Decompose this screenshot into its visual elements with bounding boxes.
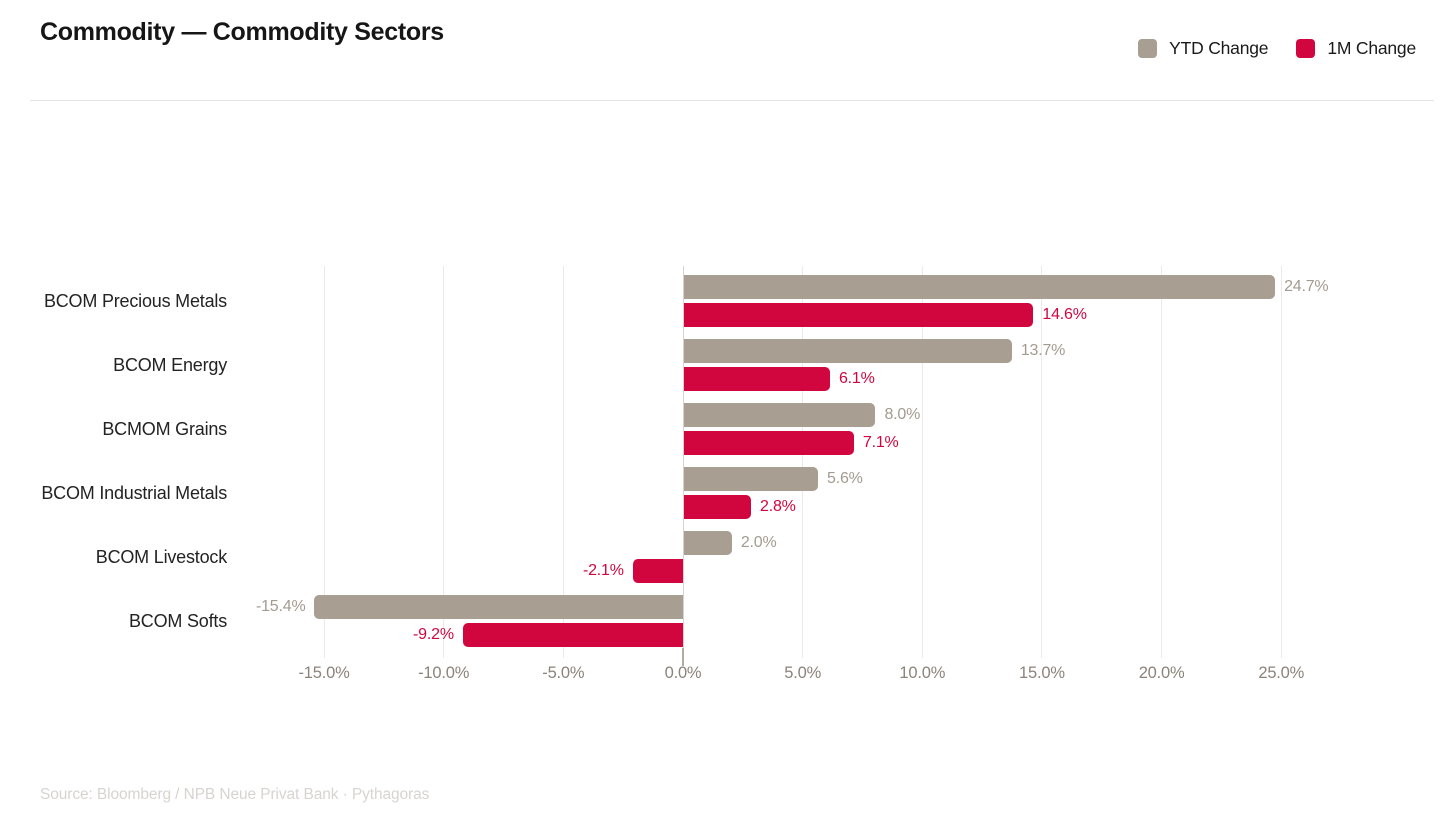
gridline [1280,266,1282,658]
category-label: BCOM Softs [128,611,227,631]
x-axis-tick-label: -10.0% [418,664,470,682]
ytd-bar [684,339,1012,363]
bar-value-label: 8.0% [884,406,921,423]
category-label: BCOM Livestock [95,547,227,567]
ytd-change-swatch-icon [1138,39,1158,58]
header-divider [30,100,1434,101]
bar-value-label: 5.6% [827,470,863,487]
ytd-bar [684,531,732,555]
x-axis-tick-label: 15.0% [1019,664,1065,682]
1m-bar [632,559,683,583]
1m-bar [462,623,683,647]
gridline [443,266,445,658]
gridline [802,266,804,658]
ytd-bar [684,275,1276,299]
gridline [323,266,325,658]
ytd-bar [684,467,818,491]
x-axis-tick-label: 5.0% [784,664,822,682]
category-label: BCOM Industrial Metals [41,483,227,503]
x-axis-tick-label: -15.0% [298,664,350,682]
legend-item-ytd-change: YTD Change [1138,38,1269,59]
page-title: Commodity — Commodity Sectors [40,18,444,46]
bar-value-label: 24.7% [1284,278,1329,295]
bar-value-label: 7.1% [862,434,899,451]
1m-bar [684,431,854,455]
gridline [562,266,564,658]
bar-value-label: 2.0% [740,534,777,551]
category-label: BCOM Energy [113,355,227,375]
bar-value-label: 14.6% [1042,306,1087,323]
legend-item-1m-change: 1M Change [1296,38,1416,59]
1m-bar [684,495,751,519]
1m-change-swatch-icon [1296,39,1316,58]
source-caption: Source: Bloomberg / NPB Neue Privat Bank… [40,786,430,803]
1m-bar [684,367,830,391]
gridline [921,266,923,658]
x-axis-tick-label: 10.0% [899,664,946,682]
ytd-bar [684,403,876,427]
bar-value-label: -9.2% [413,626,454,643]
zero-gridline [682,266,684,648]
legend-label-1m-change: 1M Change [1327,38,1416,58]
ytd-bar [314,595,683,619]
gridline [1041,266,1043,658]
x-axis-tick-label: 0.0% [664,664,702,682]
gridline [1161,266,1163,658]
x-axis-tick-label: 25.0% [1258,664,1305,682]
x-axis-tick-label: -5.0% [542,664,585,682]
bar-value-label: 2.8% [760,498,796,515]
bar-value-label: -2.1% [582,562,624,579]
zero-axis-tick [682,648,684,666]
chart-legend: YTD Change 1M Change [1138,38,1416,59]
bar-value-label: 13.7% [1020,342,1066,359]
bar-value-label: -15.4% [255,598,306,615]
bar-value-label: 6.1% [838,370,875,387]
category-label: BCMOM Grains [102,419,227,439]
1m-bar [684,303,1034,327]
category-label: BCOM Precious Metals [43,291,227,311]
x-axis-tick-label: 20.0% [1138,664,1185,682]
legend-label-ytd-change: YTD Change [1169,38,1269,58]
